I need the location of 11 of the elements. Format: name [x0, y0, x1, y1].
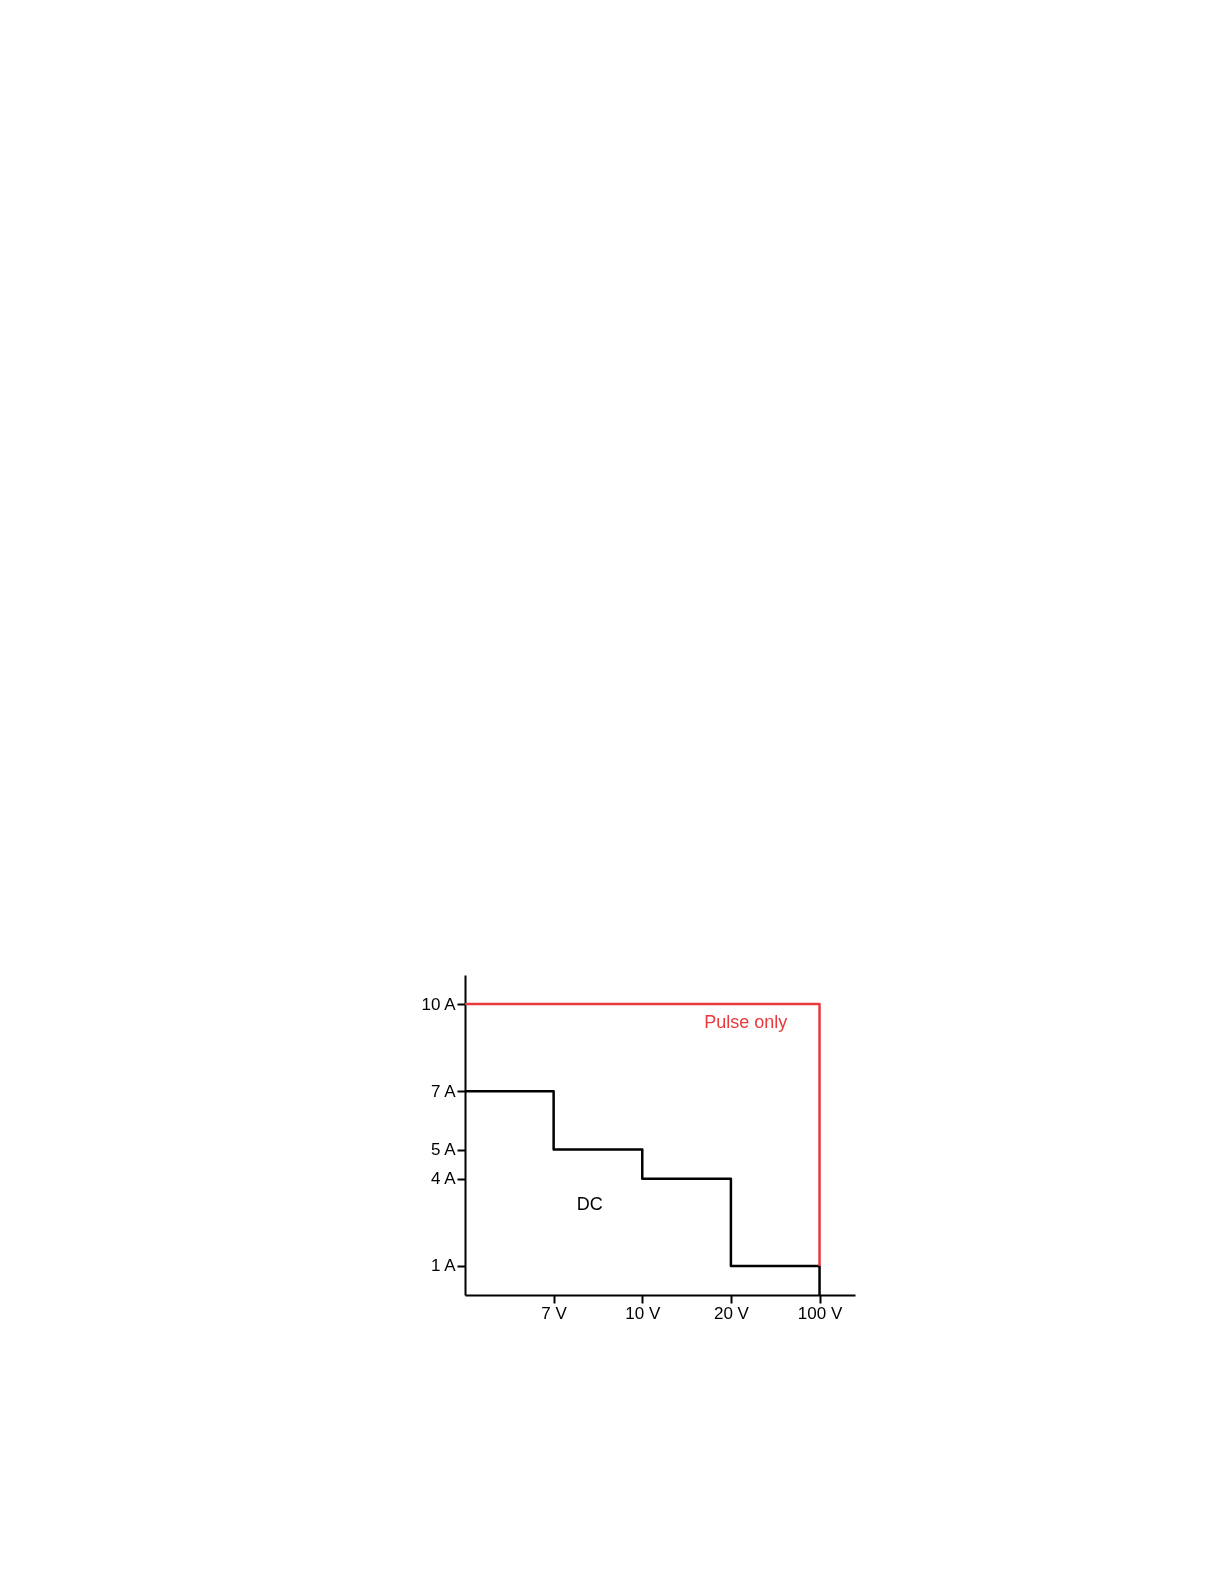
y-tick-label: 1 A: [430, 1256, 457, 1276]
y-tick-label: 10 A: [421, 994, 457, 1014]
x-tick-label: 10 V: [625, 1303, 661, 1323]
annotation: DC: [576, 1194, 603, 1215]
y-tick-label: 5 A: [430, 1140, 457, 1160]
y-tick-label: 4 A: [430, 1169, 457, 1189]
x-tick-label: 20 V: [713, 1303, 750, 1323]
y-tick-label: 7 A: [430, 1081, 457, 1101]
x-tick-label: 7 V: [541, 1303, 568, 1323]
x-tick-label: 100 V: [797, 1303, 843, 1323]
annotation: Pulse only: [704, 1012, 788, 1032]
